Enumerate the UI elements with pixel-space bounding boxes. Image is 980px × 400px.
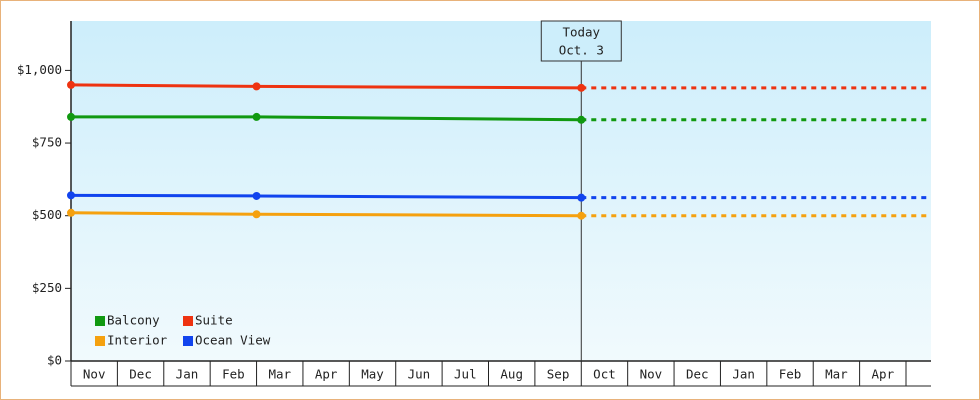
x-tick-label: Apr: [872, 367, 895, 382]
point: [577, 115, 586, 124]
x-tick-label: Jun: [408, 367, 431, 382]
x-tick-label: Mar: [825, 367, 848, 382]
legend-swatch: [183, 316, 193, 326]
x-tick-label: May: [361, 367, 384, 382]
x-tick-label: Oct: [593, 367, 616, 382]
point: [252, 112, 261, 121]
point: [252, 210, 261, 219]
x-tick-label: Jul: [454, 367, 477, 382]
legend-label: Balcony: [107, 313, 160, 328]
legend-label: Suite: [195, 313, 233, 328]
legend-swatch: [95, 316, 105, 326]
legend-swatch: [183, 336, 193, 346]
legend-label: Ocean View: [195, 333, 271, 348]
x-tick-label: Mar: [268, 367, 291, 382]
point: [252, 191, 261, 200]
x-tick-label: Sep: [547, 367, 570, 382]
point: [67, 80, 75, 89]
y-tick-label: $1,000: [17, 62, 62, 77]
x-tick-label: Dec: [129, 367, 152, 382]
point: [67, 208, 75, 217]
x-tick-label: Jan: [732, 367, 755, 382]
x-tick-label: Nov: [83, 367, 106, 382]
today-label: Today: [562, 25, 600, 40]
plot-area: [71, 21, 931, 361]
x-tick-label: Apr: [315, 367, 338, 382]
point: [252, 82, 261, 91]
legend-swatch: [95, 336, 105, 346]
today-label: Oct. 3: [559, 43, 604, 58]
x-tick-label: Nov: [640, 367, 663, 382]
point: [577, 193, 586, 202]
x-tick-label: Dec: [686, 367, 709, 382]
y-tick-label: $0: [47, 353, 62, 368]
today-box: [540, 20, 622, 62]
legend-label: Interior: [107, 333, 168, 348]
point: [67, 112, 75, 121]
point: [577, 83, 586, 92]
point: [67, 191, 75, 200]
y-tick-label: $750: [32, 135, 62, 150]
x-tick-label: Feb: [222, 367, 245, 382]
y-tick-label: $500: [32, 207, 62, 222]
x-tick-label: Jan: [176, 367, 199, 382]
x-tick-label: Feb: [779, 367, 802, 382]
point: [577, 211, 586, 220]
y-tick-label: $250: [32, 280, 62, 295]
x-tick-label: Aug: [500, 367, 523, 382]
